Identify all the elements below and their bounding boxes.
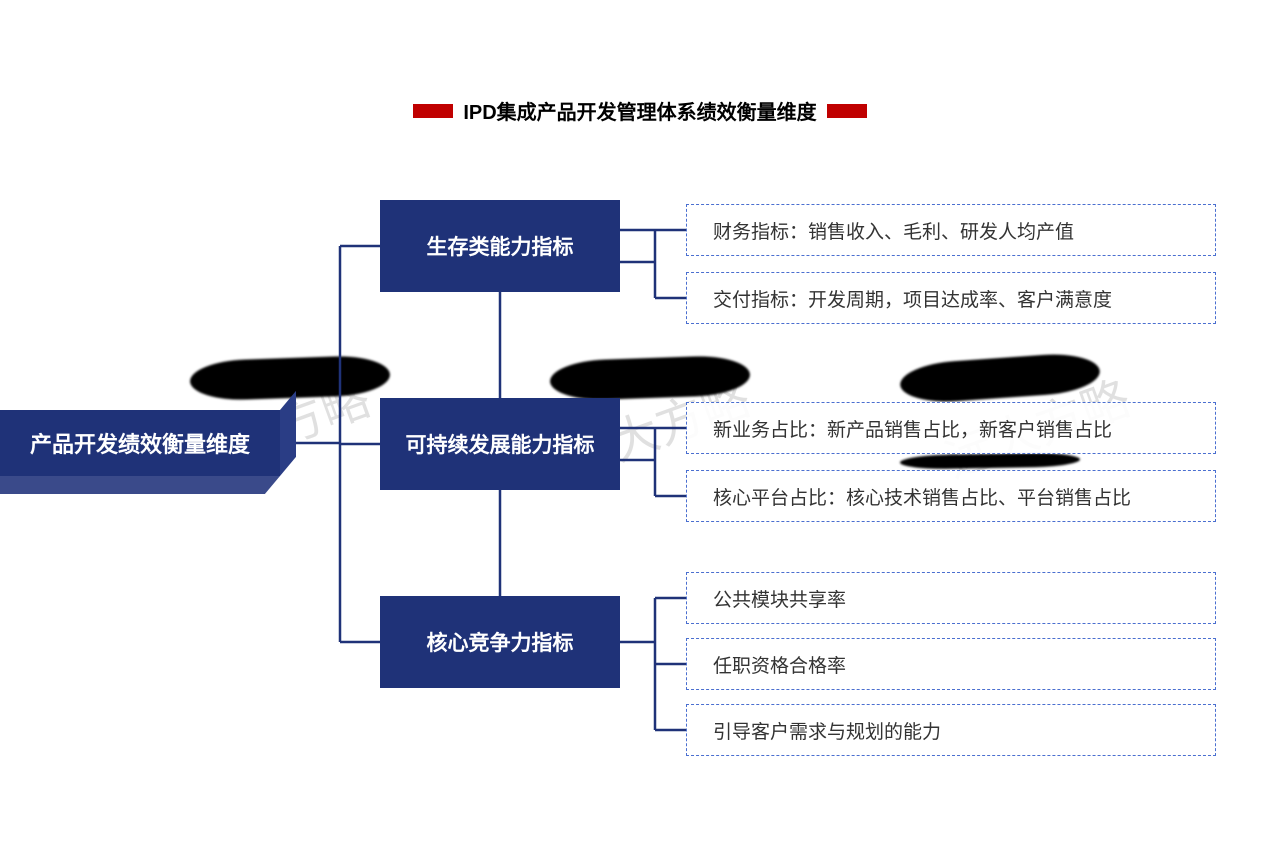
brush-artifact — [899, 351, 1101, 405]
branch-node-sustainable: 可持续发展能力指标 — [380, 398, 620, 490]
leaf-node-label: 任职资格合格率 — [713, 651, 846, 678]
root-node-label: 产品开发绩效衡量维度 — [30, 427, 250, 459]
leaf-node: 财务指标：销售收入、毛利、研发人均产值 — [686, 204, 1216, 256]
leaf-node-label: 核心平台占比：核心技术销售占比、平台销售占比 — [713, 483, 1131, 510]
diagram-title-row: IPD集成产品开发管理体系绩效衡量维度 — [0, 96, 1280, 125]
branch-node-label: 可持续发展能力指标 — [406, 429, 595, 459]
branch-node-label: 核心竞争力指标 — [427, 627, 574, 657]
brush-artifact — [900, 452, 1080, 469]
leaf-node-label: 公共模块共享率 — [713, 585, 846, 612]
leaf-node: 公共模块共享率 — [686, 572, 1216, 624]
accent-bar-right — [827, 104, 867, 118]
root-node: 产品开发绩效衡量维度 — [0, 410, 280, 476]
accent-bar-left — [413, 104, 453, 118]
leaf-node-label: 交付指标：开发周期，项目达成率、客户满意度 — [713, 285, 1112, 312]
branch-node-core-competency: 核心竞争力指标 — [380, 596, 620, 688]
leaf-node: 核心平台占比：核心技术销售占比、平台销售占比 — [686, 470, 1216, 522]
brush-artifact — [189, 355, 390, 402]
leaf-node: 新业务占比：新产品销售占比，新客户销售占比 — [686, 402, 1216, 454]
branch-node-survival: 生存类能力指标 — [380, 200, 620, 292]
brush-artifact — [549, 355, 750, 402]
leaf-node-label: 引导客户需求与规划的能力 — [713, 717, 941, 744]
branch-node-label: 生存类能力指标 — [427, 231, 574, 261]
leaf-node: 交付指标：开发周期，项目达成率、客户满意度 — [686, 272, 1216, 324]
leaf-node: 任职资格合格率 — [686, 638, 1216, 690]
leaf-node-label: 财务指标：销售收入、毛利、研发人均产值 — [713, 217, 1074, 244]
leaf-node-label: 新业务占比：新产品销售占比，新客户销售占比 — [713, 415, 1112, 442]
diagram-title: IPD集成产品开发管理体系绩效衡量维度 — [463, 96, 816, 125]
leaf-node: 引导客户需求与规划的能力 — [686, 704, 1216, 756]
